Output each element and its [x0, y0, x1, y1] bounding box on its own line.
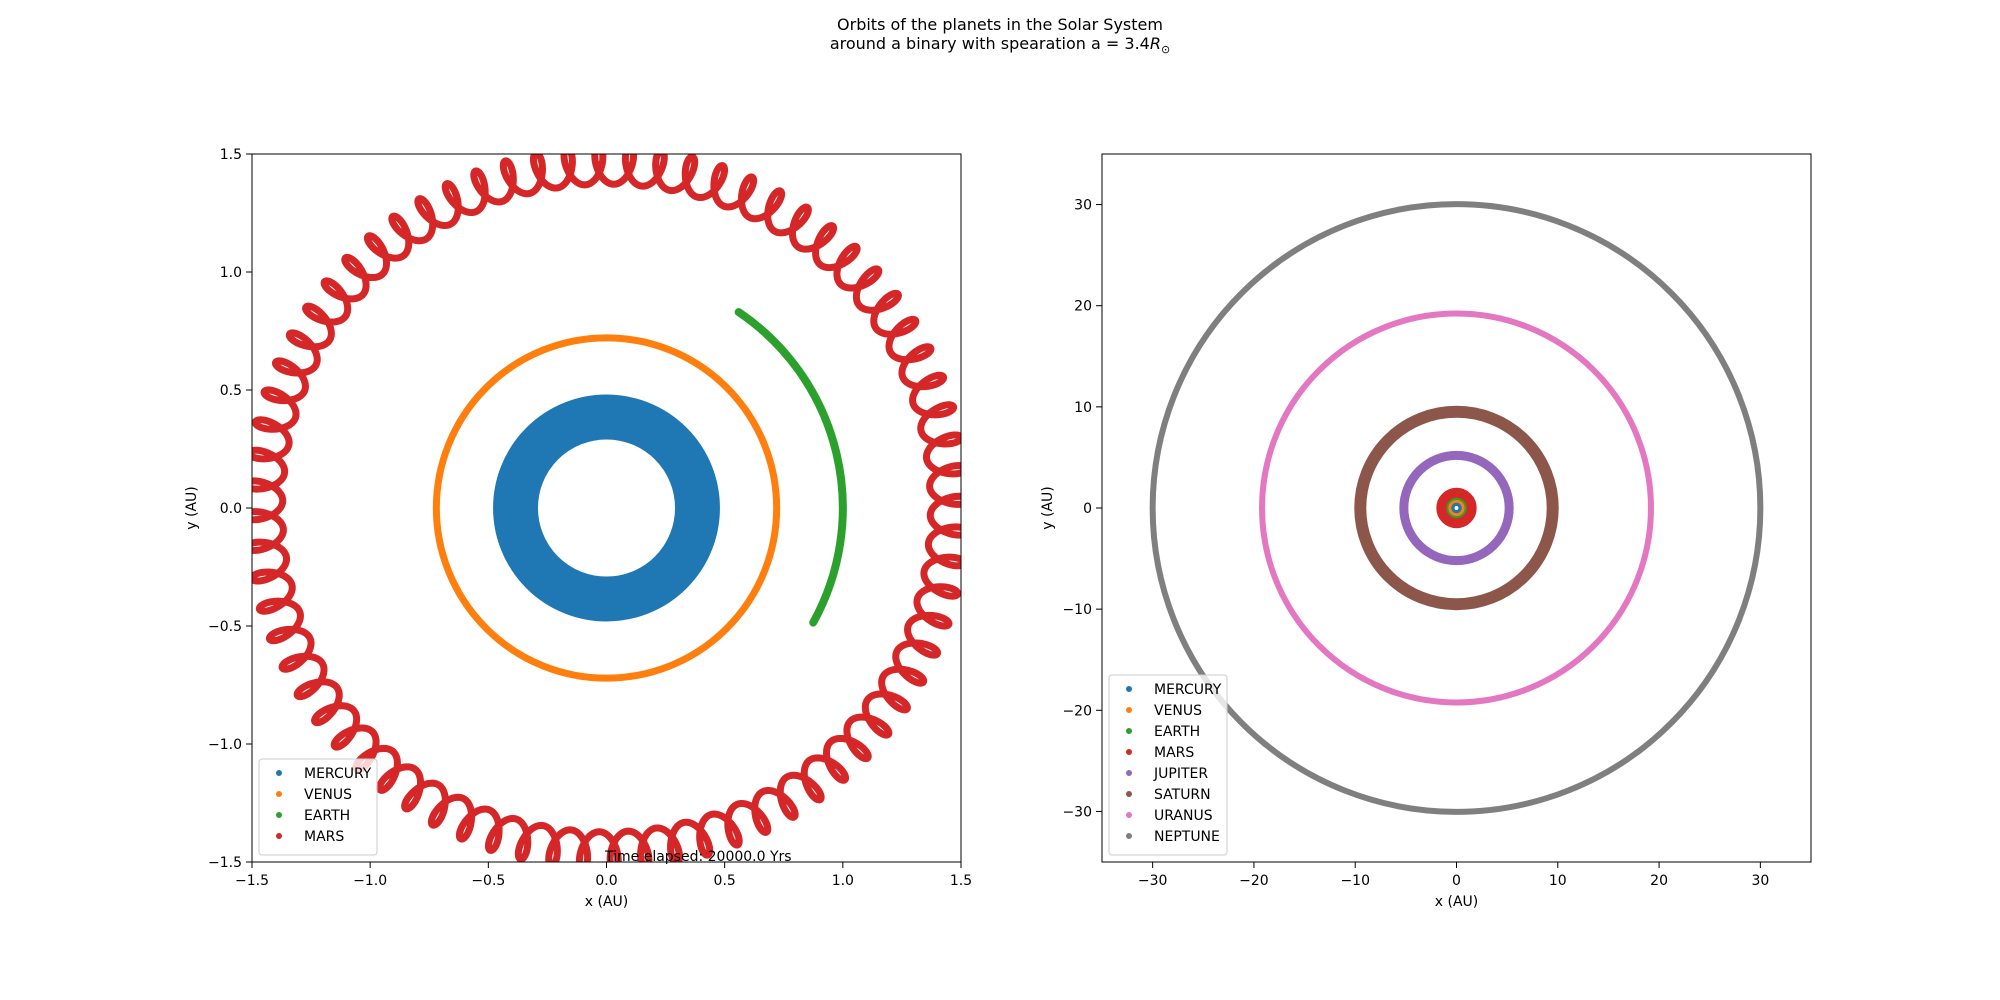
inner-legend: MERCURY VENUS EARTH MARS: [258, 758, 378, 856]
inner-x-tick-label: 1.0: [832, 873, 854, 889]
inner-time-elapsed-annotation: Time elapsed: 20000.0 Yrs: [604, 849, 792, 865]
solar-radius-symbol: R: [1149, 34, 1161, 53]
inner-x-tick-label: 0.5: [714, 873, 736, 889]
inner-legend-label-venus: VENUS: [304, 787, 352, 803]
outer-venus-orbit: [1447, 498, 1466, 518]
outer-neptune-orbit: [1149, 201, 1764, 815]
outer-legend-label-jupiter: JUPITER: [1153, 766, 1208, 782]
outer-legend-marker-mercury: [1126, 686, 1132, 692]
outer-y-tick-label: 30: [1074, 198, 1092, 214]
all-planets-panel: −30 −20 −10 0 10 20 30 −30 −20 −10 0 10 20 30 x (AU) y …: [1040, 153, 1812, 910]
outer-x-tick-label: −10: [1340, 873, 1370, 889]
inner-legend-box: [258, 758, 378, 856]
inner-y-tick-label: −1.5: [208, 855, 242, 871]
solar-radius-subscript: ⊙: [1160, 43, 1171, 57]
inner-legend-label-mercury: MERCURY: [304, 766, 372, 782]
inner-legend-marker-mercury: [276, 770, 282, 776]
outer-plot-area: [1149, 201, 1764, 815]
inner-legend-label-mars: MARS: [304, 829, 344, 845]
inner-x-tick-label: −0.5: [471, 873, 505, 889]
outer-x-axis-label: x (AU): [1435, 894, 1478, 910]
outer-x-tick-label: 10: [1549, 873, 1567, 889]
outer-legend-label-saturn: SATURN: [1154, 787, 1211, 803]
outer-y-tick-label: −10: [1062, 602, 1092, 618]
outer-legend-marker-earth: [1126, 728, 1132, 734]
outer-x-tick-label: 0: [1452, 873, 1461, 889]
outer-y-axis-label: y (AU): [1040, 486, 1056, 529]
figure-title-line-2-prefix: around a binary with spearation a = 3.4: [829, 34, 1150, 53]
outer-legend-label-venus: VENUS: [1154, 703, 1202, 719]
outer-y-tick-label: −30: [1062, 804, 1092, 820]
outer-legend-marker-neptune: [1126, 833, 1132, 839]
inner-plot-area: [252, 154, 961, 862]
outer-uranus-orbit: [1259, 310, 1654, 706]
inner-mercury-orbit: [493, 394, 720, 622]
outer-x-tick-label: −30: [1138, 873, 1168, 889]
outer-x-tick-label: −20: [1239, 873, 1269, 889]
outer-y-tick-label: 10: [1074, 400, 1092, 416]
outer-legend-label-uranus: URANUS: [1154, 808, 1213, 824]
outer-legend-label-mercury: MERCURY: [1154, 682, 1222, 698]
inner-legend-label-earth: EARTH: [304, 808, 350, 824]
outer-saturn-orbit: [1354, 405, 1559, 611]
inner-legend-marker-mars: [276, 833, 282, 839]
inner-y-tick-label: 0.5: [220, 383, 242, 399]
outer-legend-box: [1108, 674, 1228, 856]
inner-x-tick-label: 1.5: [950, 873, 972, 889]
outer-mercury-orbit: [1450, 502, 1463, 514]
outer-legend-marker-mars: [1126, 749, 1132, 755]
outer-x-tick-label: 20: [1650, 873, 1668, 889]
outer-jupiter-orbit: [1399, 450, 1514, 566]
outer-legend: MERCURY VENUS EARTH MARS JUPITER SATURN URANUS…: [1108, 674, 1228, 856]
outer-legend-label-mars: MARS: [1154, 745, 1194, 761]
outer-y-tick-label: 0: [1083, 501, 1092, 517]
inner-y-tick-label: −0.5: [208, 619, 242, 635]
inner-venus-orbit: [432, 334, 781, 682]
inner-y-tick-label: 1.5: [220, 147, 242, 163]
inner-legend-marker-venus: [276, 791, 282, 797]
inner-mars-orbit: [252, 154, 961, 862]
inner-y-tick-label: 0.0: [220, 501, 242, 517]
inner-y-tick-label: 1.0: [220, 265, 242, 281]
outer-y-tick-label: 20: [1074, 299, 1092, 315]
outer-earth-orbit: [1444, 495, 1469, 521]
inner-y-tick-label: −1.0: [208, 737, 242, 753]
outer-y-tick-label: −20: [1062, 703, 1092, 719]
figure-title-line-2: around a binary with spearation a = 3.4R…: [0, 34, 2000, 56]
figure-title-line-1: Orbits of the planets in the Solar Syste…: [837, 15, 1163, 34]
inner-x-tick-label: 0.0: [595, 873, 617, 889]
outer-legend-marker-venus: [1126, 707, 1132, 713]
inner-x-axis-label: x (AU): [585, 894, 628, 910]
outer-legend-marker-uranus: [1126, 812, 1132, 818]
inner-y-axis-label: y (AU): [184, 486, 200, 529]
inner-legend-marker-earth: [276, 812, 282, 818]
outer-legend-label-neptune: NEPTUNE: [1154, 829, 1220, 845]
outer-x-tick-label: 30: [1751, 873, 1769, 889]
inner-x-tick-label: −1.5: [235, 873, 269, 889]
inner-planets-panel: −1.5 −1.0 −0.5 0.0 0.5 1.0 1.5 −1.5 −1.0 −0.5 0.0 0…: [184, 147, 972, 910]
outer-legend-marker-jupiter: [1126, 770, 1132, 776]
inner-earth-orbit: [734, 308, 847, 627]
outer-legend-marker-saturn: [1126, 791, 1132, 797]
outer-legend-label-earth: EARTH: [1154, 724, 1200, 740]
outer-mars-orbit: [1436, 487, 1477, 529]
inner-x-tick-label: −1.0: [353, 873, 387, 889]
